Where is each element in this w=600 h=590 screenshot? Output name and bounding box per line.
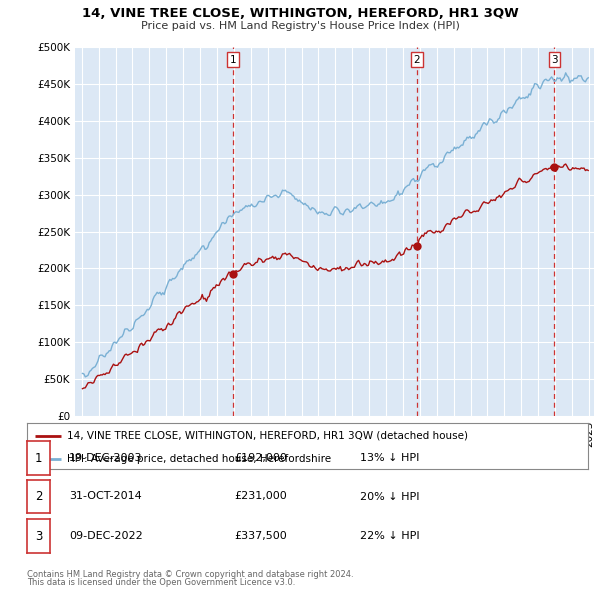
Text: 14, VINE TREE CLOSE, WITHINGTON, HEREFORD, HR1 3QW: 14, VINE TREE CLOSE, WITHINGTON, HEREFOR… bbox=[82, 7, 518, 20]
Text: £231,000: £231,000 bbox=[234, 491, 287, 502]
Text: This data is licensed under the Open Government Licence v3.0.: This data is licensed under the Open Gov… bbox=[27, 578, 295, 587]
Text: 3: 3 bbox=[35, 529, 42, 543]
Text: 31-OCT-2014: 31-OCT-2014 bbox=[69, 491, 142, 502]
Text: HPI: Average price, detached house, Herefordshire: HPI: Average price, detached house, Here… bbox=[67, 454, 332, 464]
Text: 19-DEC-2003: 19-DEC-2003 bbox=[69, 453, 143, 463]
Text: 2: 2 bbox=[413, 55, 421, 64]
Text: 14, VINE TREE CLOSE, WITHINGTON, HEREFORD, HR1 3QW (detached house): 14, VINE TREE CLOSE, WITHINGTON, HEREFOR… bbox=[67, 431, 469, 441]
Text: £192,000: £192,000 bbox=[234, 453, 287, 463]
Text: 1: 1 bbox=[35, 451, 42, 465]
Text: 3: 3 bbox=[551, 55, 558, 64]
Text: £337,500: £337,500 bbox=[234, 531, 287, 541]
Text: Contains HM Land Registry data © Crown copyright and database right 2024.: Contains HM Land Registry data © Crown c… bbox=[27, 570, 353, 579]
Text: 22% ↓ HPI: 22% ↓ HPI bbox=[360, 531, 419, 541]
Text: 09-DEC-2022: 09-DEC-2022 bbox=[69, 531, 143, 541]
Text: Price paid vs. HM Land Registry's House Price Index (HPI): Price paid vs. HM Land Registry's House … bbox=[140, 21, 460, 31]
Text: 2: 2 bbox=[35, 490, 42, 503]
Text: 1: 1 bbox=[230, 55, 236, 64]
Text: 13% ↓ HPI: 13% ↓ HPI bbox=[360, 453, 419, 463]
Text: 20% ↓ HPI: 20% ↓ HPI bbox=[360, 491, 419, 502]
